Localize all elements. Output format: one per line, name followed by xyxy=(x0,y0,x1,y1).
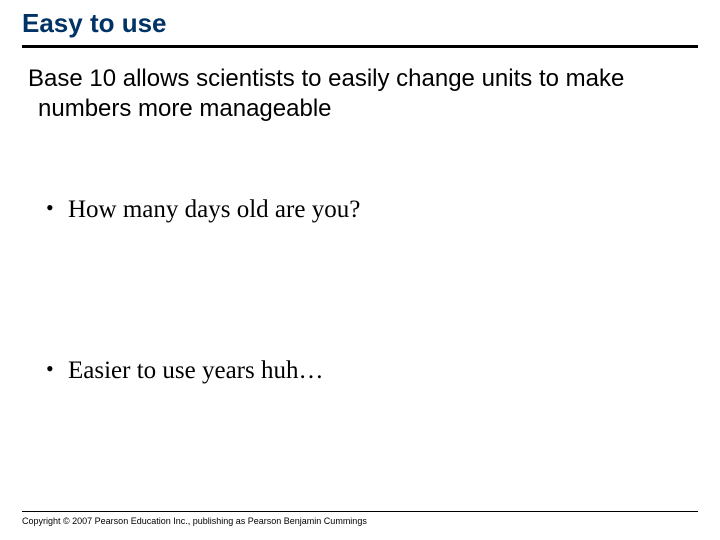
slide: Easy to use Base 10 allows scientists to… xyxy=(0,0,720,540)
slide-title: Easy to use xyxy=(22,8,698,48)
bullet-list: How many days old are you? Easier to use… xyxy=(24,194,696,387)
slide-body: Base 10 allows scientists to easily chan… xyxy=(0,52,720,387)
footer: Copyright © 2007 Pearson Education Inc.,… xyxy=(22,511,698,526)
list-item: How many days old are you? xyxy=(46,194,696,227)
bullet-text: Easier to use years huh… xyxy=(68,357,323,384)
list-item: Easier to use years huh… xyxy=(46,355,696,388)
title-wrap: Easy to use xyxy=(0,0,720,52)
lead-text: Base 10 allows scientists to easily chan… xyxy=(34,64,696,124)
footer-rule: Copyright © 2007 Pearson Education Inc.,… xyxy=(22,511,698,526)
copyright-text: Copyright © 2007 Pearson Education Inc.,… xyxy=(22,516,698,526)
bullet-text: How many days old are you? xyxy=(68,196,360,223)
